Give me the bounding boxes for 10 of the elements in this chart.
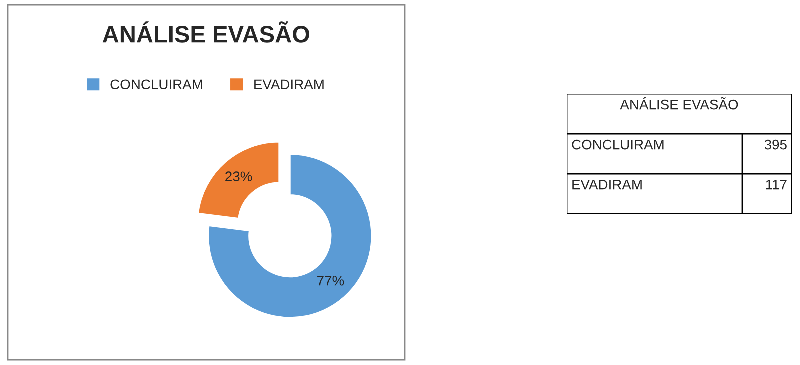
category-label: CONCLUIRAM	[572, 140, 664, 150]
chart-title: ANÁLISE EVASÃO	[102, 22, 310, 43]
category-label: EVADIRAM	[572, 180, 642, 190]
legend-label: CONCLUIRAM	[110, 80, 202, 90]
data-label: 395	[764, 140, 787, 150]
data-label: 117	[766, 180, 787, 190]
text: ANÁLISE EVASÃO	[620, 97, 738, 110]
data-label: 23%	[226, 172, 252, 182]
data-label: 77%	[318, 276, 344, 286]
legend-label: EVADIRAM	[254, 80, 324, 90]
